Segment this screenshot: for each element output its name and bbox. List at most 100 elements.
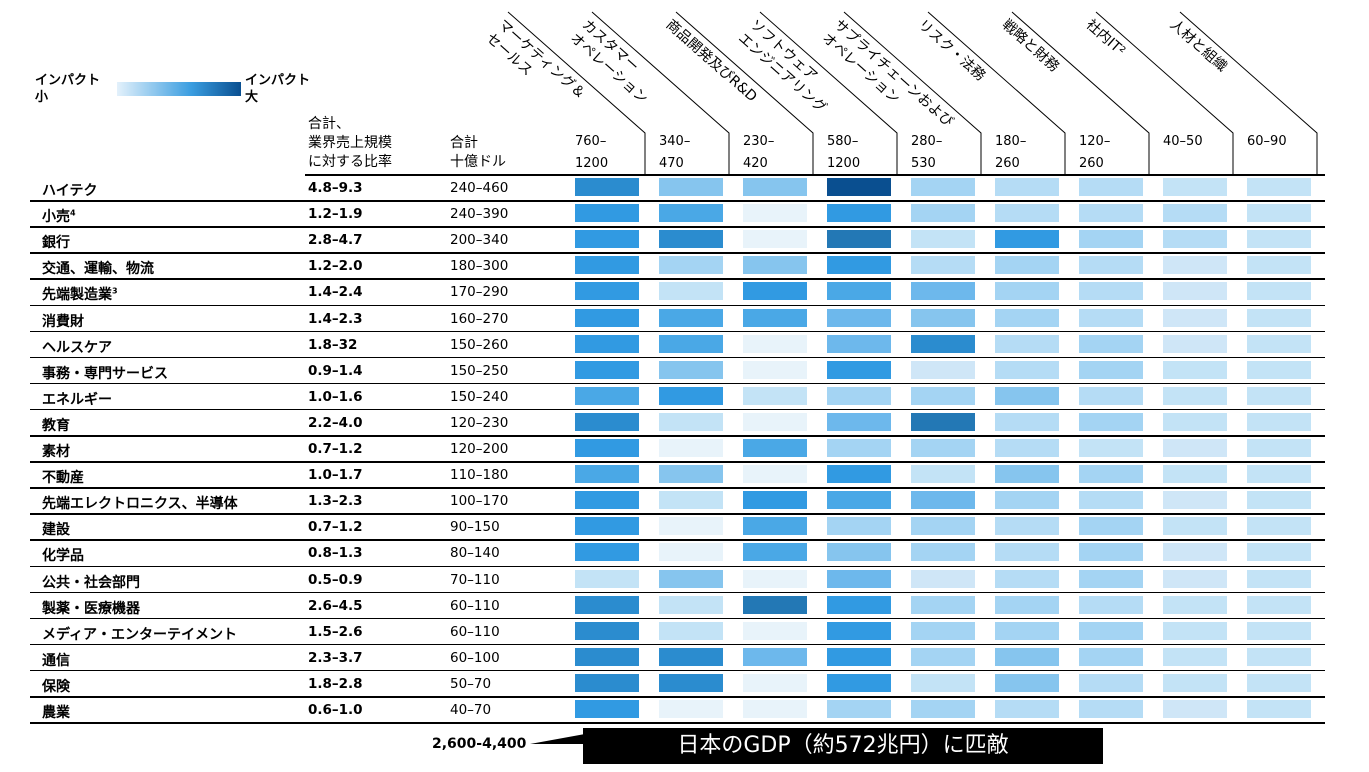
row-label-text: 小売 bbox=[42, 209, 70, 226]
row-ratio: 2.6–4.5 bbox=[308, 597, 363, 614]
row-ratio: 2.3–3.7 bbox=[308, 649, 363, 666]
heatmap-cell bbox=[1079, 621, 1143, 640]
heatmap-cell bbox=[1079, 673, 1143, 692]
heatmap-cell bbox=[1079, 256, 1143, 275]
heatmap-cell bbox=[1079, 465, 1143, 484]
heatmap-cell bbox=[995, 412, 1059, 431]
heatmap-cell bbox=[659, 334, 723, 353]
column-total-line: 530 bbox=[911, 156, 936, 171]
gdp-callout: 日本のGDP（約572兆円）に匹敵 bbox=[583, 728, 1103, 764]
heatmap-cell bbox=[995, 360, 1059, 379]
row-ratio: 1.3–2.3 bbox=[308, 493, 363, 510]
row-label: 先端製造業3 bbox=[42, 284, 118, 304]
row-divider bbox=[30, 617, 1325, 620]
row-ratio: 4.8–9.3 bbox=[308, 180, 363, 196]
row-divider bbox=[30, 669, 1325, 672]
row-total: 110–180 bbox=[450, 467, 509, 484]
heatmap-cell bbox=[1163, 569, 1227, 588]
legend-low-line2: 小 bbox=[35, 90, 49, 105]
column-total-line: 340– bbox=[659, 134, 691, 149]
column-total: 760– 1200 bbox=[575, 131, 608, 175]
column-total-line: 420 bbox=[743, 156, 768, 171]
heatmap-cell bbox=[1247, 386, 1311, 405]
row-divider bbox=[30, 382, 1325, 385]
row-total: 60–100 bbox=[450, 649, 500, 666]
row-ratio: 1.5–2.6 bbox=[308, 623, 363, 640]
heatmap-cell bbox=[911, 700, 975, 718]
column-divider-line bbox=[759, 11, 898, 175]
legend-low-line1: インパクト bbox=[35, 73, 101, 88]
footnote-marker: 3 bbox=[112, 286, 118, 296]
row-total: 100–170 bbox=[450, 493, 509, 510]
heatmap-cell bbox=[911, 178, 975, 196]
heatmap-cell bbox=[1079, 282, 1143, 301]
heatmap-cell bbox=[659, 465, 723, 484]
heatmap-cell bbox=[575, 256, 639, 275]
heatmap-cell bbox=[911, 412, 975, 431]
heatmap-cell bbox=[1163, 595, 1227, 614]
row-label: 小売4 bbox=[42, 206, 76, 226]
column-divider-line bbox=[675, 11, 814, 175]
row-label-text: 交通、運輸、物流 bbox=[42, 261, 154, 278]
heatmap-cell bbox=[995, 700, 1059, 718]
column-total-line: 260 bbox=[1079, 156, 1104, 171]
row-total: 60–110 bbox=[450, 623, 500, 640]
column-divider-line bbox=[1011, 11, 1150, 175]
heatmap-cell bbox=[995, 595, 1059, 614]
heatmap-cell bbox=[575, 517, 639, 536]
heatmap-cell bbox=[575, 465, 639, 484]
row-ratio: 1.8–32 bbox=[308, 336, 358, 353]
heatmap-cell bbox=[1079, 386, 1143, 405]
heatmap-cell bbox=[995, 491, 1059, 510]
row-label-text: ハイテク bbox=[42, 183, 98, 199]
legend-low-label: インパクト 小 bbox=[35, 72, 100, 106]
heatmap-cell bbox=[1247, 543, 1311, 562]
row-ratio: 0.9–1.4 bbox=[308, 362, 363, 379]
heatmap-cell bbox=[659, 412, 723, 431]
total-header-line2: 十億ドル bbox=[450, 154, 506, 170]
row-divider bbox=[30, 304, 1325, 306]
legend-high-line2: 大 bbox=[245, 90, 259, 105]
row-ratio: 1.0–1.6 bbox=[308, 388, 363, 405]
heatmap-cell bbox=[1247, 360, 1311, 379]
heatmap-cell bbox=[911, 517, 975, 536]
heatmap-cell bbox=[575, 230, 639, 249]
heatmap-cell bbox=[1079, 439, 1143, 457]
heatmap-cell bbox=[1163, 621, 1227, 640]
heatmap-cell bbox=[743, 204, 807, 223]
heatmap-cell bbox=[1079, 595, 1143, 614]
heatmap-cell bbox=[1247, 491, 1311, 510]
heatmap-cell bbox=[1079, 230, 1143, 249]
heatmap-cell bbox=[1079, 647, 1143, 666]
row-label-text: 不動産 bbox=[42, 470, 84, 487]
row-divider bbox=[30, 278, 1325, 280]
heatmap-cell bbox=[743, 439, 807, 457]
column-total: 180– 260 bbox=[995, 131, 1026, 175]
heatmap-cell bbox=[1247, 569, 1311, 588]
column-total: 580– 1200 bbox=[827, 131, 860, 175]
row-divider bbox=[30, 226, 1325, 228]
heatmap-cell bbox=[659, 230, 723, 249]
row-label-text: メディア・エンターテイメント bbox=[42, 626, 238, 643]
heatmap-cell bbox=[827, 334, 891, 353]
heatmap-cell bbox=[911, 465, 975, 484]
row-divider bbox=[30, 696, 1325, 698]
row-divider bbox=[30, 487, 1325, 489]
heatmap-cell bbox=[1247, 595, 1311, 614]
row-total: 150–250 bbox=[450, 362, 509, 379]
row-ratio: 0.7–1.2 bbox=[308, 519, 363, 536]
heatmap-cell bbox=[1079, 491, 1143, 510]
heatmap-cell bbox=[1163, 439, 1227, 457]
row-divider bbox=[30, 539, 1325, 541]
heatmap-cell bbox=[911, 308, 975, 327]
heatmap-cell bbox=[995, 230, 1059, 249]
row-ratio: 1.4–2.3 bbox=[308, 310, 363, 327]
column-total: 230– 420 bbox=[743, 131, 774, 175]
heatmap-cell bbox=[1247, 517, 1311, 536]
heatmap-cell bbox=[995, 204, 1059, 223]
heatmap-cell bbox=[575, 647, 639, 666]
heatmap-cell bbox=[911, 204, 975, 223]
heatmap-cell bbox=[911, 621, 975, 640]
row-divider bbox=[30, 461, 1325, 463]
heatmap-cell bbox=[827, 465, 891, 484]
